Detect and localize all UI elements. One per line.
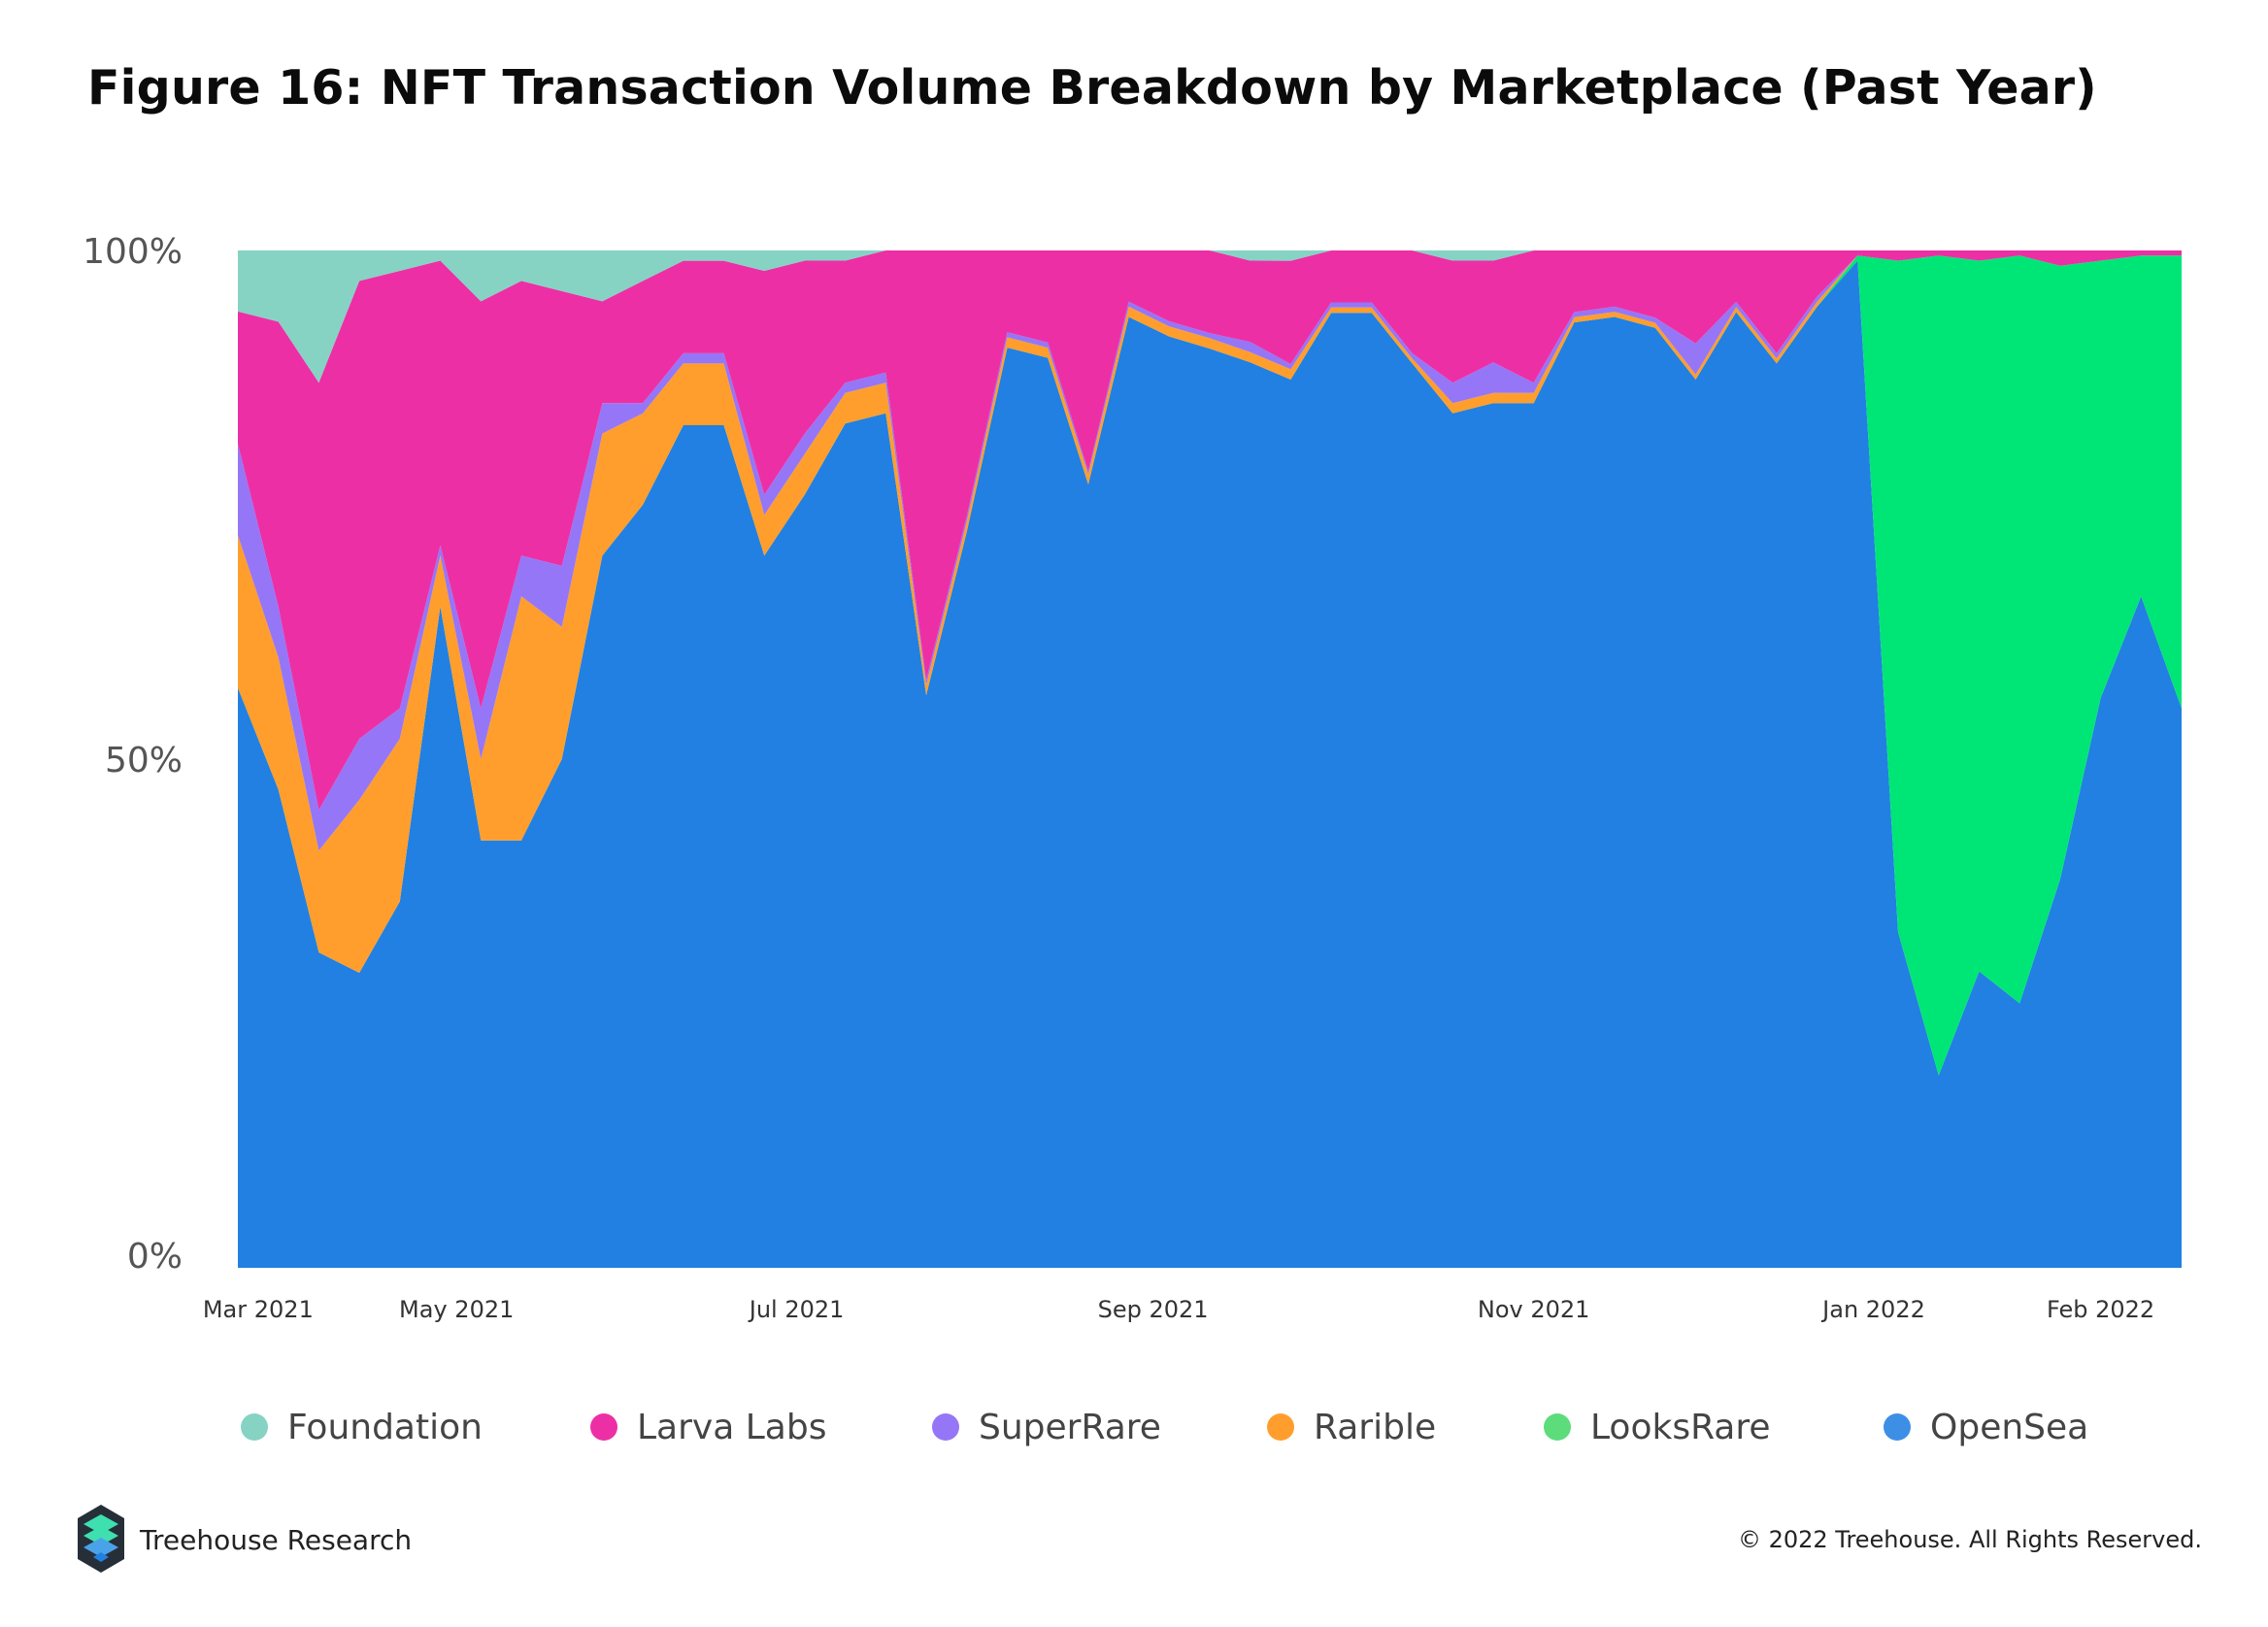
treehouse-logo-icon — [78, 1505, 124, 1573]
copyright-notice: © 2022 Treehouse. All Rights Reserved. — [1737, 1526, 2202, 1553]
brand: Treehouse Research — [76, 1503, 412, 1577]
legend-label: LooksRare — [1590, 1407, 1771, 1447]
area-opensea — [238, 260, 2182, 1268]
x-tick-label: Mar 2021 — [203, 1296, 314, 1323]
y-tick-label: 50% — [105, 741, 183, 780]
y-tick-label: 0% — [127, 1237, 183, 1277]
legend-item-foundation: Foundation — [241, 1398, 483, 1456]
legend-swatch — [1544, 1413, 1571, 1441]
legend-label: SuperRare — [979, 1407, 1161, 1447]
legend-item-rarible: Rarible — [1267, 1398, 1436, 1456]
y-axis: 0% 50% 100% — [83, 232, 183, 1277]
legend-item-looksrare: LooksRare — [1544, 1398, 1771, 1456]
area-chart: 0% 50% 100% Mar 2021 May 2021 Jul 2021 Sep 20… — [83, 232, 2182, 1323]
legend-label: Foundation — [287, 1407, 483, 1447]
legend-label: OpenSea — [1930, 1407, 2089, 1447]
x-tick-label: Jul 2021 — [748, 1296, 845, 1323]
y-tick-label: 100% — [83, 232, 183, 272]
chart-areas — [238, 250, 2182, 1268]
brand-name: Treehouse Research — [140, 1523, 413, 1556]
x-tick-label: Feb 2022 — [2047, 1296, 2154, 1323]
legend: Foundation Larva Labs SuperRare Rarible Look… — [0, 1398, 2268, 1456]
legend-item-opensea: OpenSea — [1884, 1398, 2088, 1456]
x-tick-label: Jan 2022 — [1820, 1296, 1925, 1323]
legend-swatch — [1267, 1413, 1294, 1441]
legend-item-larva-labs: Larva Labs — [590, 1398, 826, 1456]
chart-title: Figure 16: NFT Transaction Volume Breakd… — [87, 60, 2097, 116]
x-tick-label: Sep 2021 — [1098, 1296, 1209, 1323]
legend-item-superrare: SuperRare — [932, 1398, 1161, 1456]
legend-swatch — [1884, 1413, 1911, 1441]
x-tick-label: Nov 2021 — [1478, 1296, 1590, 1323]
x-tick-label: May 2021 — [399, 1296, 514, 1323]
legend-swatch — [932, 1413, 959, 1441]
x-axis: Mar 2021 May 2021 Jul 2021 Sep 2021 Nov 2021… — [203, 1296, 2154, 1323]
legend-swatch — [241, 1413, 268, 1441]
legend-label: Rarible — [1314, 1407, 1437, 1447]
area-looksrare — [238, 255, 2182, 1076]
legend-label: Larva Labs — [637, 1407, 827, 1447]
area-larva-labs — [238, 250, 2182, 811]
legend-swatch — [590, 1413, 617, 1441]
